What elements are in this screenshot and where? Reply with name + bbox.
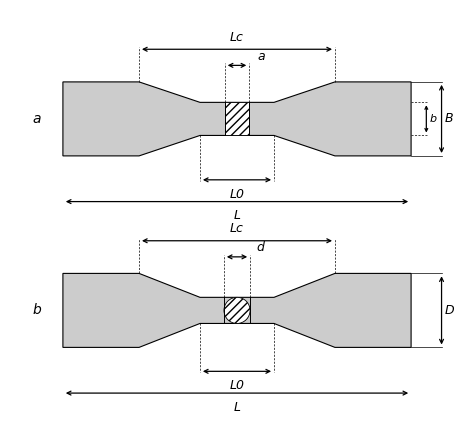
- Text: L: L: [234, 209, 240, 223]
- Polygon shape: [63, 82, 411, 156]
- Text: d: d: [256, 241, 264, 254]
- Text: b: b: [430, 114, 437, 124]
- Text: a: a: [33, 112, 41, 126]
- Polygon shape: [225, 102, 249, 135]
- Text: Lc: Lc: [230, 222, 244, 235]
- Text: b: b: [32, 304, 41, 318]
- Polygon shape: [63, 273, 411, 347]
- Text: B: B: [445, 113, 454, 125]
- Text: L: L: [234, 401, 240, 414]
- Text: D: D: [445, 304, 455, 317]
- Text: L0: L0: [229, 187, 245, 201]
- Text: Lc: Lc: [230, 31, 244, 44]
- Circle shape: [224, 297, 250, 323]
- Text: a: a: [258, 50, 265, 63]
- Text: L0: L0: [229, 379, 245, 392]
